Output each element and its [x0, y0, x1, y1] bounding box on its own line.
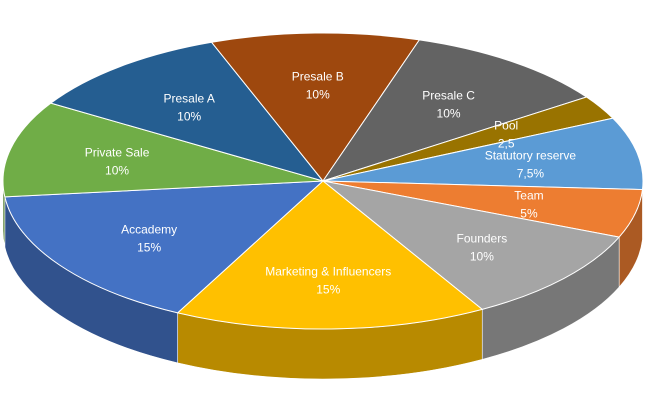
slice-value-accademy: 15%: [137, 240, 161, 254]
slice-value-presale-b: 10%: [306, 87, 330, 101]
slice-presale-b: [210, 32, 421, 182]
slice-label-marketing-and-influencers: Marketing & Influencers: [265, 265, 391, 279]
slice-statutory-reserve: [322, 117, 644, 191]
slice-value-presale-a: 10%: [177, 109, 201, 123]
slice-label-accademy: Accademy: [121, 222, 177, 236]
slice-label-private-sale: Private Sale: [85, 145, 150, 159]
slice-label-founders: Founders: [457, 231, 508, 245]
slice-value-private-sale: 10%: [105, 163, 129, 177]
pie-labels: Accademy 15% Private Sale 10% Presale A 10% Pr…: [85, 69, 577, 296]
slice-value-team: 5%: [520, 207, 538, 221]
slice-label-team: Team: [514, 189, 543, 203]
pie-slices: [2, 32, 644, 330]
slice-label-presale-b: Presale B: [292, 69, 344, 83]
slice-private-sale: [2, 102, 324, 198]
slice-label-presale-a: Presale A: [163, 91, 214, 105]
slice-label-presale-c: Presale C: [422, 88, 475, 102]
slice-presale-a: [49, 41, 325, 182]
slice-presale-c: [321, 39, 588, 182]
slice-label-statutory-reserve: Statutory reserve: [485, 149, 577, 163]
slice-founders: [322, 180, 621, 310]
slice-value-pool: 2,5: [498, 136, 515, 150]
slice-marketing-and-influencers: [176, 180, 484, 330]
slice-value-presale-c: 10%: [437, 106, 461, 120]
slice-value-founders: 10%: [470, 249, 494, 263]
slice-value-marketing-and-influencers: 15%: [316, 283, 340, 297]
slice-value-statutory-reserve: 7,5%: [517, 167, 545, 181]
slice-label-pool: Pool: [494, 118, 518, 132]
slice-accademy: [4, 180, 325, 314]
